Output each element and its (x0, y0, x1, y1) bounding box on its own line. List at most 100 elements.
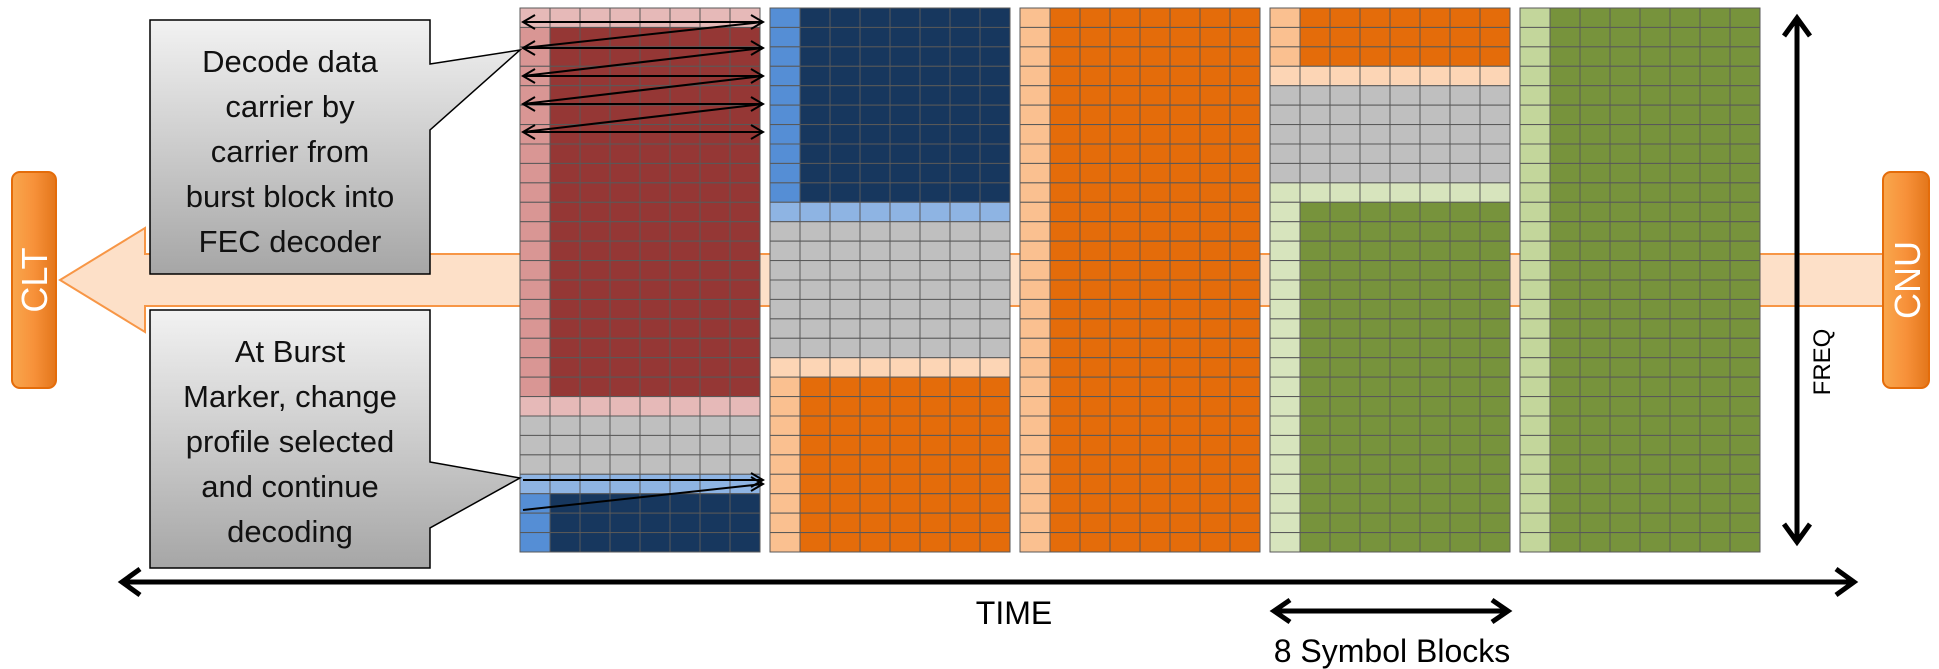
subcarrier-cell (1139, 46, 1171, 67)
subcarrier-cell (1199, 318, 1231, 339)
subcarrier-cell (729, 298, 761, 320)
subcarrier-cell (1479, 260, 1511, 281)
subcarrier-cell (1049, 396, 1081, 417)
subcarrier-cell (1269, 318, 1301, 339)
subcarrier-cell (979, 376, 1011, 398)
clt-label: CLT (14, 247, 55, 312)
subcarrier-cell (1299, 65, 1331, 87)
subcarrier-cell (549, 454, 581, 475)
subcarrier-cell (1479, 473, 1511, 495)
subcarrier-cell (1669, 26, 1701, 48)
subcarrier-cell (889, 240, 921, 262)
subcarrier-cell (859, 279, 891, 300)
subcarrier-cell (769, 357, 801, 378)
subcarrier-cell (519, 143, 551, 164)
subcarrier-cell (1549, 376, 1581, 398)
subcarrier-cell (1609, 124, 1641, 145)
subcarrier-cell (1049, 415, 1081, 436)
subcarrier-cell (1449, 454, 1481, 475)
subcarrier-cell (1519, 493, 1551, 514)
subcarrier-cell (1359, 279, 1391, 300)
subcarrier-cell (949, 182, 981, 203)
subcarrier-cell (1579, 65, 1611, 87)
subcarrier-cell (1609, 376, 1641, 398)
subcarrier-cell (1199, 434, 1231, 456)
decode-arrow-return (522, 21, 764, 49)
subcarrier-cell (1139, 532, 1171, 553)
subcarrier-cell (1019, 454, 1051, 475)
subcarrier-cell (1199, 279, 1231, 300)
subcarrier-cell (1449, 473, 1481, 495)
subcarrier-cell (1699, 221, 1731, 242)
subcarrier-cell (1729, 143, 1761, 164)
subcarrier-cell (1109, 85, 1141, 106)
subcarrier-cell (1519, 260, 1551, 281)
subcarrier-cell (1109, 357, 1141, 378)
subcarrier-cell (729, 221, 761, 242)
subcarrier-cell (1639, 85, 1671, 106)
subcarrier-cell (1669, 162, 1701, 184)
subcarrier-cell (799, 65, 831, 87)
subcarrier-cell (1299, 532, 1331, 553)
subcarrier-cell (1609, 240, 1641, 262)
subcarrier-cell (1419, 396, 1451, 417)
subcarrier-cell (1639, 337, 1671, 359)
subcarrier-cell (1639, 318, 1671, 339)
subcarrier-cell (1729, 240, 1761, 262)
subcarrier-cell (1579, 124, 1611, 145)
subcarrier-cell (729, 201, 761, 223)
subcarrier-cell (1519, 434, 1551, 456)
subcarrier-cell (699, 318, 731, 339)
subcarrier-cell (1549, 298, 1581, 320)
subcarrier-cell (1269, 162, 1301, 184)
subcarrier-cell (549, 396, 581, 417)
subcarrier-cell (639, 26, 671, 48)
subcarrier-cell (1549, 493, 1581, 514)
subcarrier-cell (1579, 162, 1611, 184)
subcarrier-cell (549, 279, 581, 300)
subcarrier-cell (1479, 396, 1511, 417)
subcarrier-cell (1359, 221, 1391, 242)
subcarrier-cell (1419, 201, 1451, 223)
subcarrier-cell (1389, 104, 1421, 126)
subcarrier-cell (1549, 201, 1581, 223)
subcarrier-cell (1669, 260, 1701, 281)
subcarrier-cell (1269, 415, 1301, 436)
subcarrier-cell (1169, 7, 1201, 28)
subcarrier-cell (919, 318, 951, 339)
subcarrier-cell (1389, 318, 1421, 339)
subcarrier-cell (669, 512, 701, 534)
subcarrier-cell (1579, 396, 1611, 417)
subcarrier-cell (1449, 512, 1481, 534)
subcarrier-cell (1269, 396, 1301, 417)
freq-axis-arrowhead-top (1781, 13, 1813, 38)
subcarrier-cell (1729, 434, 1761, 456)
subcarrier-cell (1329, 182, 1361, 203)
subcarrier-cell (1019, 124, 1051, 145)
decode-arrowhead (750, 124, 765, 140)
subcarrier-cell (1139, 143, 1171, 164)
subcarrier-cell (1169, 201, 1201, 223)
subcarrier-cell (799, 46, 831, 67)
subcarrier-cell (949, 396, 981, 417)
subcarrier-cell (1419, 85, 1451, 106)
subcarrier-cell (979, 26, 1011, 48)
subcarrier-cell (729, 85, 761, 106)
subcarrier-cell (1479, 532, 1511, 553)
subcarrier-cell (1419, 162, 1451, 184)
subcarrier-cell (1329, 454, 1361, 475)
subcarrier-cell (949, 298, 981, 320)
subcarrier-cell (799, 124, 831, 145)
subcarrier-cell (1479, 124, 1511, 145)
subcarrier-cell (1519, 532, 1551, 553)
subcarrier-cell (1419, 493, 1451, 514)
cnu-label: CNU (1887, 241, 1928, 319)
subcarrier-cell (1639, 532, 1671, 553)
subcarrier-cell (1199, 337, 1231, 359)
subcarrier-cell (1169, 182, 1201, 203)
subcarrier-cell (549, 240, 581, 262)
subcarrier-cell (669, 532, 701, 553)
subcarrier-cell (519, 532, 551, 553)
subcarrier-cell (1269, 240, 1301, 262)
subcarrier-cell (1269, 298, 1301, 320)
